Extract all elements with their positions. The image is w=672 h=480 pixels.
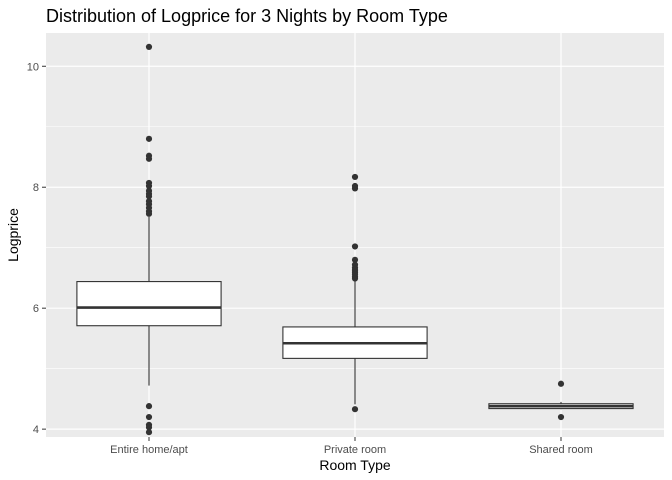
outlier-point — [351, 406, 359, 413]
x-tick-label: Private room — [324, 444, 386, 456]
box — [76, 281, 222, 327]
outlier-point — [145, 413, 153, 421]
outlier-point — [351, 173, 359, 181]
y-axis: 4 6 8 10 — [27, 61, 46, 436]
chart-title: Distribution of Logprice for 3 Nights by… — [46, 6, 448, 26]
x-tick-label: Shared room — [529, 444, 593, 456]
box-group — [76, 43, 222, 436]
outlier-point — [145, 210, 153, 217]
outlier-point — [145, 424, 153, 431]
x-axis: Entire home/apt Private room Shared room — [110, 437, 593, 456]
outlier-point — [557, 413, 565, 421]
box-group — [488, 380, 634, 421]
outlier-point — [351, 256, 359, 263]
boxplot-series — [76, 43, 634, 436]
outlier-point — [145, 182, 153, 190]
outlier-point — [145, 43, 153, 51]
y-tick-label: 8 — [33, 182, 39, 194]
outlier-point — [145, 155, 153, 162]
outlier-point — [351, 185, 359, 192]
outlier-point — [351, 275, 359, 282]
y-axis-title: Logprice — [5, 208, 21, 262]
y-tick-label: 6 — [33, 303, 39, 315]
outlier-point — [145, 135, 153, 142]
outlier-point — [145, 403, 153, 410]
x-tick-label: Entire home/apt — [110, 444, 188, 456]
outlier-point — [145, 193, 153, 200]
y-tick-label: 10 — [27, 61, 39, 73]
x-axis-title: Room Type — [319, 457, 391, 473]
outlier-point — [557, 380, 565, 387]
box-group — [282, 173, 428, 413]
outlier-point — [351, 243, 359, 250]
y-tick-label: 4 — [33, 424, 39, 436]
outlier-point — [145, 429, 153, 436]
